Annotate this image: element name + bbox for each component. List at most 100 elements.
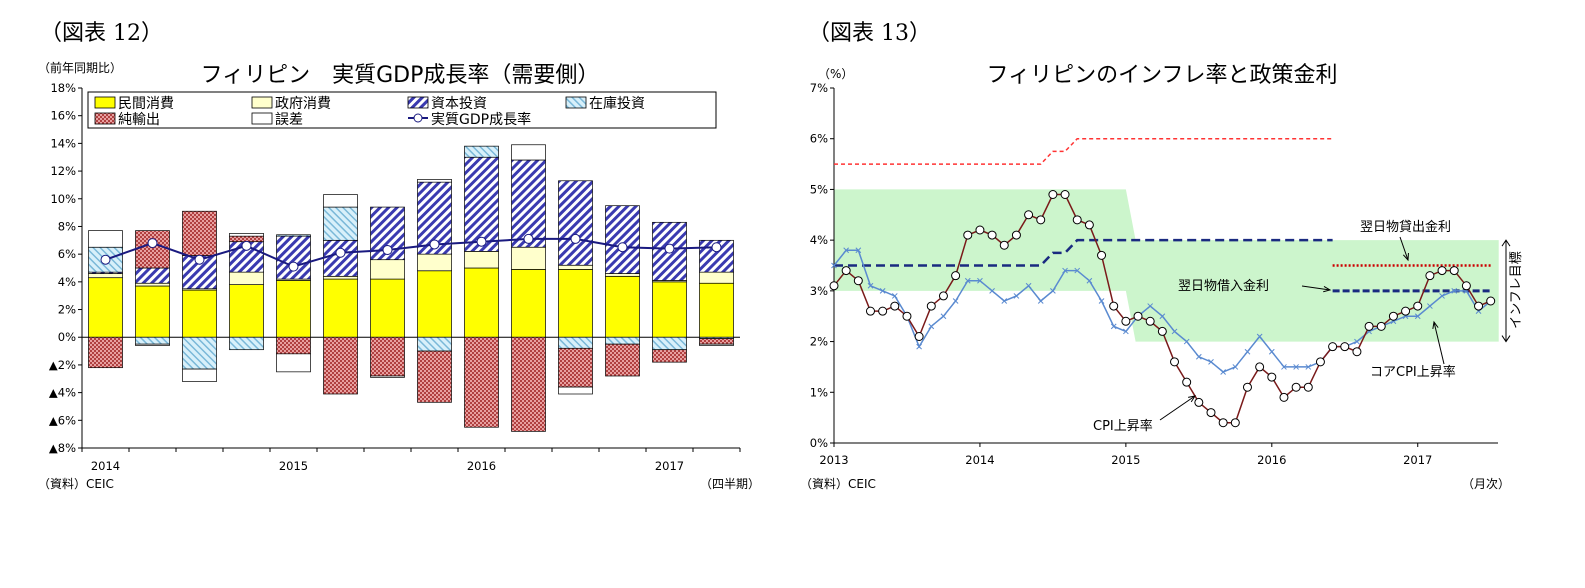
bar-segment bbox=[605, 205, 640, 274]
y-tick-label-13: 4% bbox=[810, 233, 828, 247]
arrow-core-cpi bbox=[1433, 321, 1445, 365]
core-cpi-point bbox=[940, 313, 947, 320]
core-cpi-mark bbox=[855, 247, 862, 254]
cpi-point bbox=[1388, 311, 1398, 321]
core-cpi-mark bbox=[1098, 298, 1105, 304]
cpi-point bbox=[1401, 306, 1411, 316]
cpi-point bbox=[1230, 418, 1240, 428]
core-cpi-point bbox=[1220, 369, 1227, 375]
core-cpi-point bbox=[843, 247, 850, 254]
bar-segment bbox=[276, 234, 311, 237]
bar-segment bbox=[370, 259, 405, 280]
bar-segment bbox=[464, 336, 499, 428]
arrow-borrowing bbox=[1301, 285, 1331, 291]
y-tick-label-12: 2% bbox=[58, 303, 76, 317]
y-tick-label-13: 3% bbox=[810, 284, 828, 298]
bar-segment bbox=[464, 145, 499, 158]
core-cpi-point bbox=[891, 293, 898, 299]
core-cpi-point bbox=[928, 323, 935, 330]
bar-segment bbox=[323, 336, 358, 395]
bar-segment bbox=[417, 350, 452, 403]
legend-swatch bbox=[251, 112, 273, 125]
arrow-lending bbox=[1399, 236, 1409, 261]
gdp-growth-point bbox=[335, 247, 346, 258]
cpi-point bbox=[1121, 316, 1131, 326]
core-cpi-point bbox=[1001, 298, 1008, 304]
bar-segment bbox=[699, 271, 734, 284]
cpi-point bbox=[902, 311, 912, 321]
cpi-point bbox=[975, 225, 985, 235]
lines-13 bbox=[829, 137, 1496, 428]
core-cpi-mark bbox=[1086, 277, 1093, 284]
arrow-borrowing-head bbox=[1323, 285, 1332, 293]
gdp-growth-point bbox=[617, 242, 628, 253]
legend-label: 民間消費 bbox=[118, 96, 174, 112]
core-cpi-mark bbox=[977, 277, 983, 284]
x-year-label-12: 2016 bbox=[467, 459, 496, 473]
core-cpi-point bbox=[1159, 313, 1166, 320]
arrow-lending-head bbox=[1402, 252, 1409, 262]
bar-segment bbox=[370, 375, 405, 378]
cpi-point bbox=[963, 230, 973, 240]
bar-segment bbox=[229, 271, 264, 285]
xlabel-13: （月次） bbox=[1462, 477, 1510, 491]
cpi-point bbox=[1170, 357, 1180, 367]
bar-segment bbox=[182, 336, 217, 370]
core-cpi-mark bbox=[1305, 364, 1312, 370]
x-year-label-13: 2015 bbox=[1111, 453, 1140, 467]
bar-segment bbox=[370, 336, 405, 377]
core-cpi-point bbox=[1098, 298, 1105, 304]
cpi-point bbox=[1145, 316, 1155, 326]
annotation-borrowing-rate: 翌日物借入金利 bbox=[1178, 278, 1269, 294]
core-cpi-point bbox=[1354, 338, 1360, 345]
legend-box bbox=[87, 91, 717, 129]
bar-segment bbox=[182, 210, 217, 256]
bar-segment bbox=[699, 282, 734, 338]
y-tick-label-12: 16% bbox=[50, 109, 76, 123]
x-year-label-13: 2014 bbox=[965, 453, 994, 467]
y-tick-label-13: 0% bbox=[810, 436, 828, 450]
cpi-point bbox=[829, 281, 839, 291]
core-cpi-mark bbox=[891, 293, 898, 299]
axes-12: 18% 16% 14% 12% 10% 8% 6% 4% 2% 0% ▲2% ▲4% ▲6% ▲8% 201… bbox=[49, 81, 741, 473]
core-cpi-mark bbox=[964, 277, 971, 284]
cpi-point bbox=[999, 240, 1009, 250]
core-cpi-point bbox=[1171, 328, 1178, 335]
core-cpi-point bbox=[1110, 323, 1117, 330]
core-cpi-mark bbox=[1439, 293, 1445, 299]
cpi-point bbox=[938, 291, 948, 301]
core-cpi-point bbox=[831, 262, 837, 269]
bar-segment bbox=[135, 282, 170, 287]
cpi-point bbox=[1048, 190, 1058, 199]
y-tick-label-13: 7% bbox=[810, 81, 828, 95]
bar-segment bbox=[417, 179, 452, 183]
core-cpi-mark bbox=[1427, 303, 1433, 309]
x-year-label-13: 2013 bbox=[819, 453, 848, 467]
core-cpi-mark bbox=[1195, 353, 1202, 360]
cpi-point bbox=[890, 301, 900, 311]
core-cpi-point bbox=[1062, 267, 1068, 274]
cpi-point bbox=[1182, 377, 1192, 387]
core-cpi-point bbox=[1123, 328, 1129, 335]
y-tick-label-12: 8% bbox=[58, 219, 76, 233]
bar-segment bbox=[88, 277, 123, 338]
cpi-point bbox=[1206, 408, 1216, 418]
y-tick-label-13: 1% bbox=[810, 385, 828, 399]
bar-segment bbox=[182, 368, 217, 382]
arrow-cpi bbox=[1159, 395, 1196, 421]
x-year-label-12: 2014 bbox=[91, 459, 120, 473]
core-cpi-mark bbox=[1220, 369, 1227, 375]
gdp-growth-line bbox=[105, 237, 717, 268]
core-cpi-point bbox=[1256, 333, 1263, 340]
y-tick-label-13: 6% bbox=[810, 132, 828, 146]
y-tick-label-12: ▲6% bbox=[49, 413, 76, 427]
cpi-point bbox=[951, 271, 961, 281]
y-tick-label-12: 18% bbox=[50, 81, 76, 95]
core-cpi-point bbox=[1281, 364, 1287, 370]
bar-segment bbox=[323, 278, 358, 338]
core-cpi-mark bbox=[1013, 293, 1020, 299]
legend-swatch bbox=[94, 112, 116, 125]
gdp-line-12 bbox=[100, 233, 722, 272]
gdp-growth-point bbox=[241, 240, 252, 251]
cpi-point bbox=[1011, 230, 1021, 240]
